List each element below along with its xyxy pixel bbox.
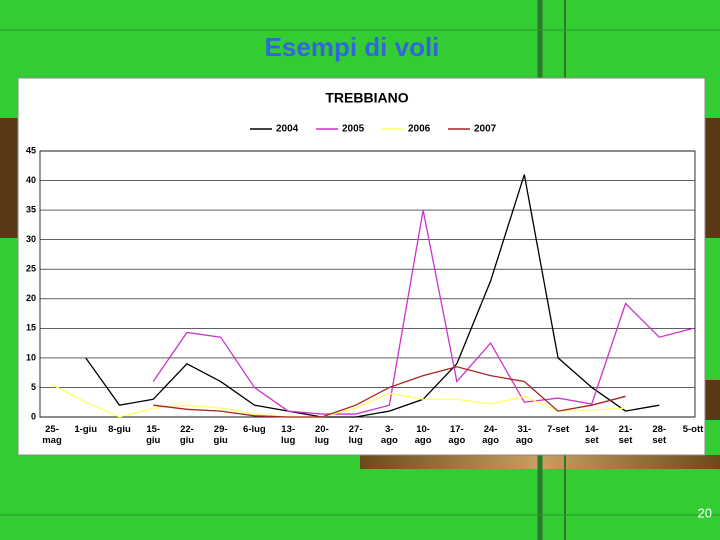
y-tick-label: 0: [31, 411, 36, 421]
series-line: [153, 366, 626, 418]
x-tick-label: 31-ago: [515, 424, 533, 446]
x-tick-label: 13-lug: [281, 424, 296, 446]
series-line: [152, 209, 694, 415]
x-tick-label: 17-ago: [448, 424, 466, 446]
x-tick-label: 29-giu: [213, 424, 228, 446]
x-tick-label: 24-ago: [482, 424, 500, 446]
x-tick-label: 3-ago: [380, 424, 398, 446]
x-tick-label: 6-lug: [243, 424, 266, 435]
x-tick-label: 7-set: [546, 424, 570, 435]
y-tick-label: 20: [26, 293, 36, 303]
x-tick-label: 8-giu: [108, 424, 131, 435]
series-line: [51, 383, 626, 418]
series-line: [85, 174, 660, 418]
legend-label: 2006: [408, 124, 431, 135]
y-tick-label: 25: [26, 264, 36, 274]
y-tick-label: 45: [26, 145, 36, 155]
y-tick-label: 5: [31, 382, 36, 392]
x-tick-label: 28-set: [652, 424, 667, 446]
decor-band: [0, 118, 20, 238]
legend-label: 2004: [276, 124, 299, 135]
y-tick-label: 40: [26, 175, 36, 185]
chart-title: TREBBIANO: [325, 90, 408, 106]
legend-label: 2005: [342, 124, 365, 135]
legend-label: 2007: [474, 124, 497, 135]
x-tick-label: 27-lug: [348, 424, 363, 446]
x-tick-label: 5-ott: [682, 424, 704, 435]
y-tick-label: 30: [26, 234, 36, 244]
x-tick-label: 22-giu: [179, 424, 195, 446]
slide-number: 20: [698, 505, 712, 520]
x-tick-label: 1-giu: [74, 424, 98, 435]
x-tick-label: 14-set: [584, 424, 599, 446]
x-tick-label: 25-mag: [42, 424, 62, 446]
slide-title: Esempi di voli: [265, 32, 440, 62]
y-tick-label: 15: [26, 323, 36, 333]
x-tick-label: 10-ago: [414, 424, 432, 446]
y-tick-label: 35: [26, 204, 36, 214]
x-tick-label: 20-lug: [314, 424, 330, 446]
x-tick-label: 21-set: [618, 424, 633, 446]
x-tick-label: 15-giu: [146, 424, 161, 446]
chart-panel: [17, 77, 706, 456]
y-tick-label: 10: [26, 352, 36, 362]
